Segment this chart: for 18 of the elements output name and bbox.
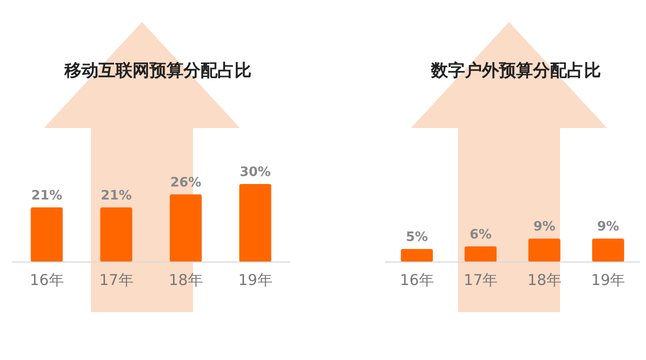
- data-label: 5%: [406, 230, 428, 245]
- data-label: 30%: [240, 165, 271, 180]
- x-tick-label: 18年: [168, 271, 203, 289]
- x-tick-label: 16年: [400, 271, 434, 289]
- data-label: 26%: [170, 175, 202, 190]
- data-label: 21%: [31, 188, 62, 204]
- x-tick-label: 17年: [99, 271, 134, 289]
- x-tick-label: 17年: [464, 271, 498, 289]
- x-tick-label: 19年: [238, 271, 272, 289]
- chart-title: 移动互联网预算分配占比: [64, 61, 252, 81]
- chart-title: 数字户外预算分配占比: [430, 61, 601, 81]
- data-label: 21%: [100, 188, 132, 204]
- data-label: 9%: [533, 220, 556, 235]
- x-tick-label: 16年: [30, 271, 64, 289]
- x-tick-label: 19年: [591, 271, 626, 289]
- x-tick-label: 18年: [527, 271, 562, 289]
- data-label: 9%: [597, 220, 620, 235]
- data-label: 6%: [470, 227, 492, 242]
